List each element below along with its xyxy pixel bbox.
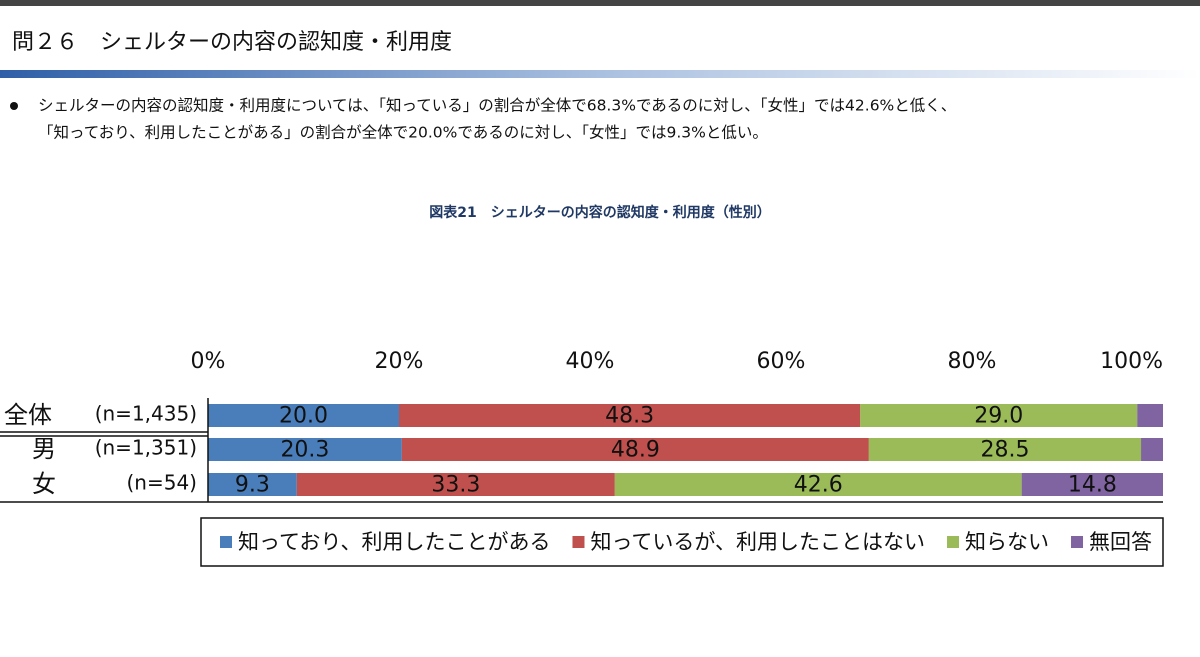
value-label: 14.8 — [1068, 473, 1117, 498]
bar-segment — [208, 404, 399, 427]
bar-segment — [401, 438, 869, 461]
top-bar — [0, 0, 1200, 6]
value-label: 9.3 — [235, 473, 270, 498]
legend-swatch — [1071, 536, 1084, 548]
legend-label: 無回答 — [1089, 530, 1152, 554]
value-label: 48.3 — [605, 404, 654, 429]
value-label: 33.3 — [431, 473, 480, 498]
x-tick-label: 20% — [375, 349, 424, 374]
value-label: 20.3 — [280, 438, 329, 463]
bar-segment — [208, 438, 402, 461]
chart-title: 図表21 シェルターの内容の認知度・利用度（性別） — [429, 204, 770, 221]
legend-label: 知らない — [965, 530, 1049, 554]
value-label: 29.0 — [974, 404, 1023, 429]
bullet — [10, 102, 18, 110]
category-label: 全体 — [4, 401, 52, 429]
category-note: (n=1,435) — [95, 402, 197, 426]
bar-segment — [1021, 473, 1163, 496]
value-label: 28.5 — [980, 438, 1029, 463]
body-text: 「知っており、利用したことがある」の割合が全体で20.0%であるのに対し、「女性… — [38, 123, 768, 142]
page-title: 問２６ シェルターの内容の認知度・利用度 — [12, 30, 452, 55]
legend-swatch — [947, 536, 960, 548]
bar-segment — [1141, 438, 1163, 461]
value-label: 48.9 — [611, 438, 660, 463]
x-tick-label: 60% — [757, 349, 806, 374]
legend-swatch — [572, 536, 585, 548]
bar-segment — [868, 438, 1142, 461]
bar-segment — [296, 473, 615, 496]
x-tick-label: 80% — [948, 349, 997, 374]
bar-segment — [614, 473, 1022, 496]
bar-segment — [1137, 404, 1163, 427]
category-label: 女 — [32, 470, 56, 498]
bar-segment — [399, 404, 861, 427]
legend-label: 知っており、利用したことがある — [238, 530, 550, 554]
legend-box — [200, 517, 1164, 567]
x-tick-label: 100% — [1100, 349, 1163, 374]
legend-swatch — [220, 536, 232, 548]
x-tick-label: 0% — [191, 349, 226, 374]
category-note: (n=54) — [127, 471, 198, 495]
title-rule — [0, 70, 1200, 78]
value-label: 42.6 — [794, 473, 843, 498]
body-text: シェルターの内容の認知度・利用度については、「知っている」の割合が全体で68.3… — [38, 96, 956, 115]
bar-segment — [860, 404, 1138, 427]
category-note: (n=1,351) — [95, 436, 197, 460]
legend-label: 知っているが、利用したことはない — [590, 530, 925, 554]
category-label: 男 — [32, 435, 56, 463]
bar-segment — [208, 473, 297, 496]
x-tick-label: 40% — [566, 349, 615, 374]
value-label: 20.0 — [279, 404, 328, 429]
